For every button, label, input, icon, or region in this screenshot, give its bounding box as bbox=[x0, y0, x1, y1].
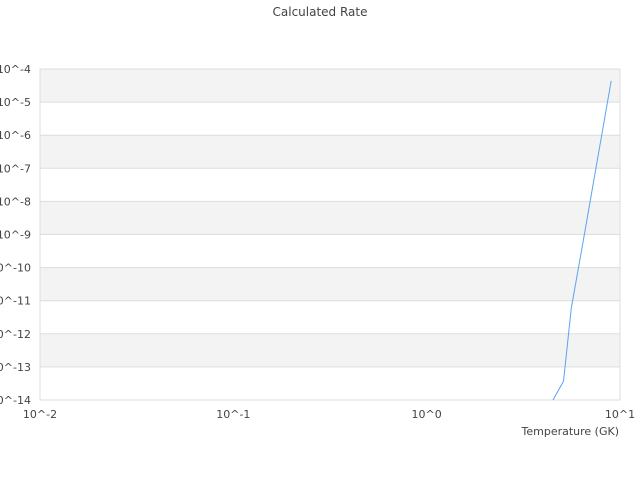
y-tick-label: 10^-10 bbox=[0, 262, 31, 275]
chart-title: Calculated Rate bbox=[273, 5, 368, 19]
grid-band bbox=[40, 201, 620, 235]
y-tick-label: 10^-11 bbox=[0, 295, 31, 308]
x-tick-label: 10^1 bbox=[605, 408, 635, 421]
x-tick-label: 10^-2 bbox=[23, 408, 57, 421]
y-tick-label: 10^-4 bbox=[0, 63, 31, 76]
y-tick-label: 10^-14 bbox=[0, 394, 31, 407]
y-tick-label: 10^-5 bbox=[0, 96, 31, 109]
x-tick-label: 10^-1 bbox=[216, 408, 250, 421]
grid-band bbox=[40, 135, 620, 169]
y-tick-label: 10^-8 bbox=[0, 195, 31, 208]
x-axis-label: Temperature (GK) bbox=[521, 425, 620, 438]
y-tick-label: 10^-13 bbox=[0, 361, 31, 374]
y-tick-label: 10^-6 bbox=[0, 129, 31, 142]
grid-band bbox=[40, 69, 620, 103]
y-tick-label: 10^-12 bbox=[0, 328, 31, 341]
y-tick-label: 10^-9 bbox=[0, 229, 31, 242]
grid-band bbox=[40, 333, 620, 367]
plot-frame bbox=[39, 68, 621, 401]
series-line bbox=[552, 80, 612, 401]
y-tick-label: 10^-7 bbox=[0, 162, 31, 175]
grid-band bbox=[40, 267, 620, 301]
x-tick-label: 10^0 bbox=[412, 408, 442, 421]
